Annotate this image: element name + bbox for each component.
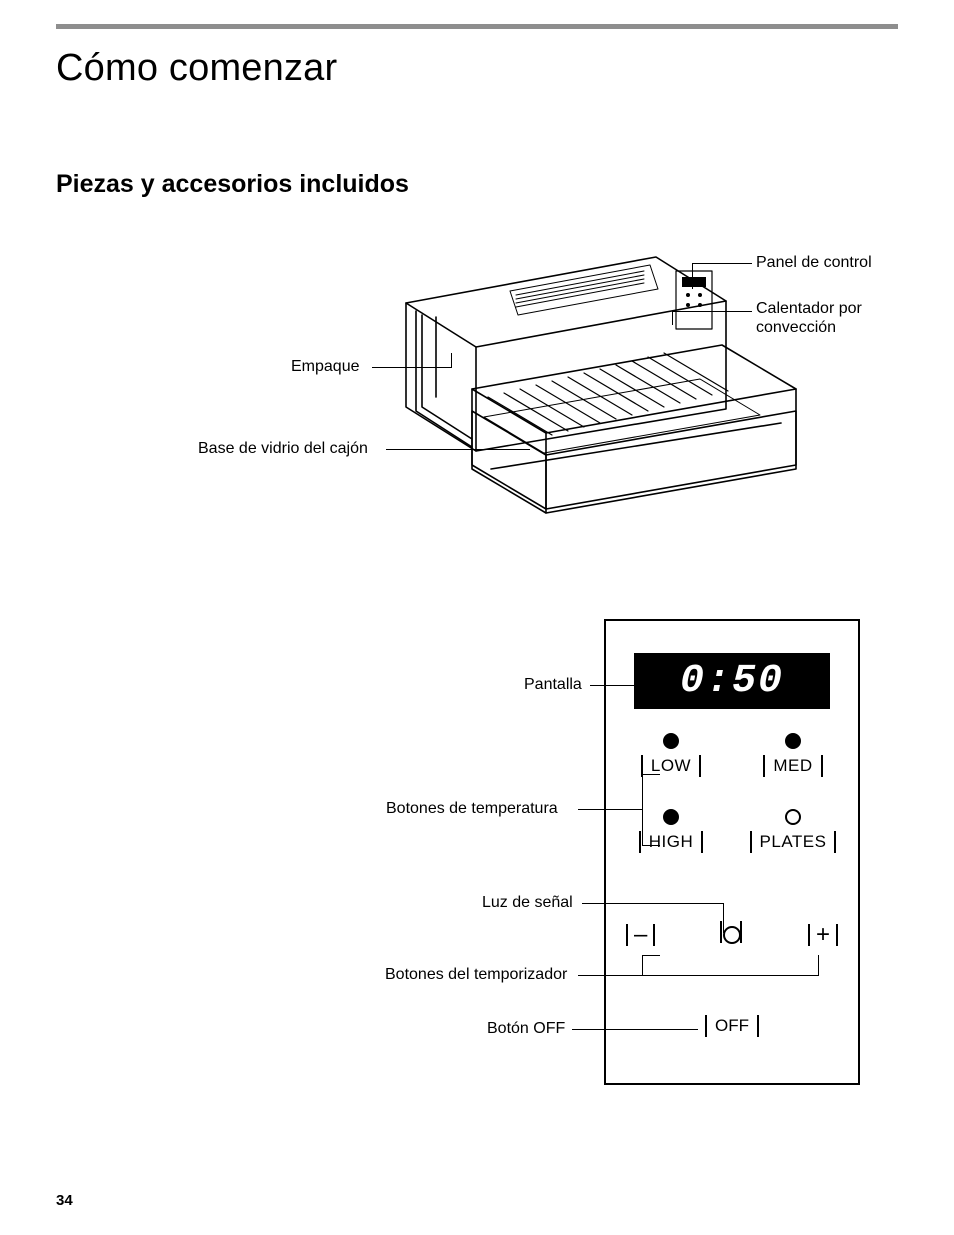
plates-button[interactable]: PLATES — [748, 809, 838, 853]
low-button[interactable]: LOW — [626, 733, 716, 777]
page-title: Cómo comenzar — [56, 47, 898, 90]
label-gasket: Empaque — [291, 357, 360, 376]
indicator-dot-icon — [785, 809, 801, 825]
button-label: HIGH — [649, 832, 694, 852]
manual-page: Cómo comenzar Piezas y accesorios inclui… — [0, 0, 954, 1235]
label-temperature-buttons: Botones de temperatura — [386, 799, 558, 818]
section-subtitle: Piezas y accesorios incluidos — [56, 170, 898, 199]
high-button[interactable]: HIGH — [626, 809, 716, 853]
top-rule — [56, 24, 898, 29]
signal-light-icon — [723, 926, 741, 944]
temp-button-row: LOW MED — [626, 733, 838, 777]
label-timer-buttons: Botones del temporizador — [385, 965, 567, 984]
button-label: LOW — [651, 756, 691, 776]
plus-icon: + — [816, 921, 830, 949]
button-label: OFF — [715, 1016, 749, 1036]
control-panel-diagram: Pantalla Botones de temperatura Luz de s… — [56, 619, 898, 1129]
indicator-dot-icon — [785, 733, 801, 749]
drawer-illustration — [376, 239, 806, 519]
temp-button-row: HIGH PLATES — [626, 809, 838, 853]
label-signal-light: Luz de señal — [482, 893, 573, 912]
label-off-button: Botón OFF — [487, 1019, 565, 1038]
button-label: PLATES — [760, 832, 827, 852]
timer-row: – + — [626, 921, 838, 949]
drawer-diagram: Panel de control Calentador por convecci… — [56, 239, 898, 569]
button-bracket: LOW — [641, 755, 701, 777]
button-bracket: MED — [763, 755, 822, 777]
button-bracket: PLATES — [750, 831, 837, 853]
minus-icon: – — [634, 921, 647, 949]
off-row: OFF — [606, 1015, 858, 1037]
timer-plus-button[interactable]: + — [808, 921, 838, 949]
display-screen: 0:50 — [634, 653, 830, 709]
label-display: Pantalla — [524, 675, 582, 694]
timer-minus-button[interactable]: – — [626, 921, 655, 949]
off-button[interactable]: OFF — [705, 1015, 759, 1037]
page-number: 34 — [56, 1192, 73, 1209]
label-glass-base: Base de vidrio del cajón — [198, 439, 368, 458]
med-button[interactable]: MED — [748, 733, 838, 777]
indicator-dot-icon — [663, 733, 679, 749]
button-label: MED — [773, 756, 812, 776]
indicator-dot-icon — [663, 809, 679, 825]
button-bracket: HIGH — [639, 831, 704, 853]
control-panel: 0:50 LOW MED — [604, 619, 860, 1085]
